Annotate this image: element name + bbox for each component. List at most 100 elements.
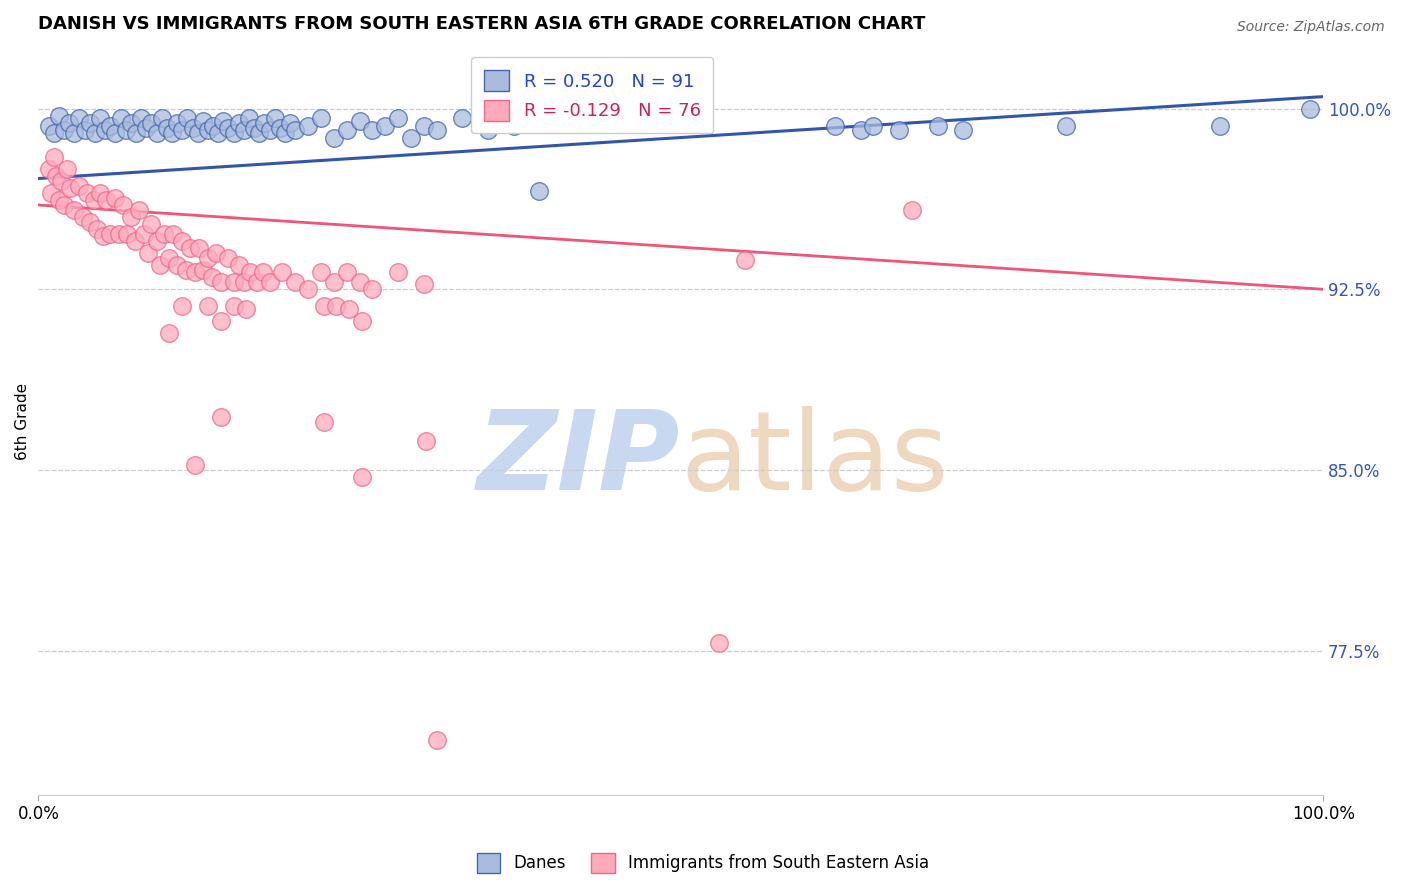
Point bbox=[361, 282, 384, 296]
Point bbox=[246, 275, 269, 289]
Point bbox=[232, 123, 254, 137]
Point bbox=[238, 112, 260, 126]
Point bbox=[312, 415, 335, 429]
Point bbox=[849, 123, 872, 137]
Point bbox=[98, 227, 121, 241]
Point bbox=[86, 222, 108, 236]
Point bbox=[51, 174, 73, 188]
Point bbox=[114, 123, 136, 137]
Point bbox=[125, 126, 148, 140]
Point bbox=[824, 119, 846, 133]
Point bbox=[253, 116, 276, 130]
Point bbox=[352, 313, 374, 327]
Point bbox=[83, 126, 105, 140]
Point bbox=[124, 234, 146, 248]
Point bbox=[157, 326, 180, 340]
Point bbox=[58, 116, 80, 130]
Point bbox=[349, 113, 371, 128]
Point bbox=[336, 265, 359, 279]
Point bbox=[150, 112, 173, 126]
Point bbox=[349, 275, 371, 289]
Point bbox=[247, 126, 270, 140]
Point bbox=[374, 119, 396, 133]
Point bbox=[218, 251, 240, 265]
Point bbox=[104, 126, 127, 140]
Point bbox=[53, 123, 76, 137]
Point bbox=[309, 265, 332, 279]
Point bbox=[361, 123, 384, 137]
Point bbox=[63, 126, 86, 140]
Point bbox=[63, 202, 86, 217]
Text: Source: ZipAtlas.com: Source: ZipAtlas.com bbox=[1237, 20, 1385, 34]
Point bbox=[69, 112, 91, 126]
Point bbox=[128, 202, 150, 217]
Point bbox=[212, 113, 235, 128]
Point bbox=[412, 277, 434, 292]
Point bbox=[451, 112, 474, 126]
Point bbox=[172, 123, 194, 137]
Point bbox=[202, 119, 225, 133]
Point bbox=[38, 119, 60, 133]
Point bbox=[218, 120, 240, 135]
Y-axis label: 6th Grade: 6th Grade bbox=[15, 384, 30, 460]
Point bbox=[72, 210, 94, 224]
Point bbox=[222, 299, 245, 313]
Point bbox=[387, 265, 409, 279]
Point bbox=[187, 126, 209, 140]
Point bbox=[278, 116, 301, 130]
Point bbox=[271, 265, 294, 279]
Point bbox=[232, 275, 254, 289]
Point bbox=[83, 193, 105, 207]
Point bbox=[184, 458, 207, 472]
Point bbox=[239, 265, 262, 279]
Point bbox=[952, 123, 974, 137]
Point bbox=[709, 636, 731, 650]
Point bbox=[38, 161, 60, 176]
Point bbox=[325, 299, 347, 313]
Point bbox=[141, 217, 163, 231]
Point bbox=[94, 123, 117, 137]
Point bbox=[129, 112, 152, 126]
Point bbox=[145, 234, 167, 248]
Point bbox=[387, 112, 409, 126]
Point bbox=[209, 313, 232, 327]
Point bbox=[209, 409, 232, 424]
Point bbox=[889, 123, 911, 137]
Point bbox=[259, 275, 281, 289]
Point bbox=[209, 275, 232, 289]
Point bbox=[927, 119, 949, 133]
Point bbox=[115, 227, 138, 241]
Point bbox=[162, 227, 184, 241]
Point bbox=[235, 301, 257, 316]
Point bbox=[336, 123, 359, 137]
Point bbox=[104, 191, 127, 205]
Point bbox=[149, 258, 172, 272]
Point bbox=[259, 123, 281, 137]
Point bbox=[89, 112, 111, 126]
Point bbox=[166, 258, 188, 272]
Point bbox=[120, 116, 142, 130]
Point bbox=[297, 119, 319, 133]
Point bbox=[204, 246, 226, 260]
Point bbox=[1299, 102, 1322, 116]
Point bbox=[76, 186, 98, 200]
Point bbox=[1054, 119, 1077, 133]
Point bbox=[322, 275, 344, 289]
Point bbox=[59, 181, 82, 195]
Point bbox=[79, 215, 101, 229]
Point bbox=[184, 265, 207, 279]
Point bbox=[399, 130, 422, 145]
Text: atlas: atlas bbox=[681, 406, 949, 513]
Point bbox=[502, 119, 524, 133]
Point bbox=[412, 119, 434, 133]
Point bbox=[135, 120, 157, 135]
Point bbox=[73, 123, 96, 137]
Point bbox=[172, 299, 194, 313]
Text: ZIP: ZIP bbox=[477, 406, 681, 513]
Point bbox=[48, 193, 70, 207]
Point bbox=[176, 112, 198, 126]
Point bbox=[197, 251, 219, 265]
Point bbox=[98, 119, 121, 133]
Point bbox=[187, 241, 209, 255]
Point bbox=[426, 123, 449, 137]
